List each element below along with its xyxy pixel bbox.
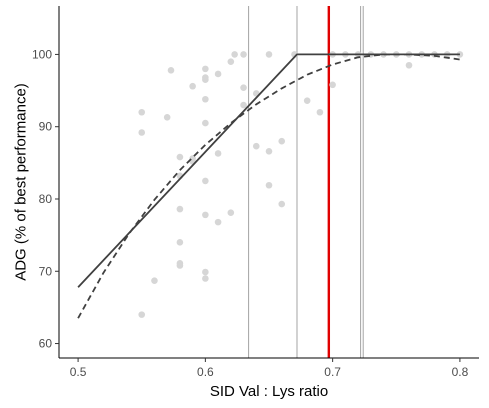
data-point-8 [176, 205, 184, 213]
data-point-22 [202, 268, 209, 276]
data-point-17 [202, 76, 209, 84]
axes [58, 6, 479, 359]
data-point-2 [138, 311, 146, 318]
x-tick-label-2: 0.7 [324, 365, 341, 379]
reference-lines [248, 6, 364, 358]
data-point-35 [265, 51, 273, 58]
data-point-11 [176, 262, 184, 269]
y-tick-label-3: 90 [39, 120, 53, 134]
y-tick-label-0: 60 [39, 337, 53, 351]
data-point-19 [202, 119, 209, 127]
data-point-4 [163, 114, 171, 121]
y-tick-label-1: 70 [39, 264, 53, 278]
data-point-32 [240, 101, 247, 109]
data-point-21 [202, 211, 209, 219]
data-point-3 [151, 277, 158, 284]
data-point-6 [176, 153, 184, 161]
fit-lines [77, 53, 461, 319]
y-axis-title: ADG (% of best performance) [12, 83, 29, 281]
data-point-24 [214, 70, 222, 78]
solid-fit-line [77, 53, 460, 288]
data-point-29 [231, 51, 238, 58]
y-axis-ticks: 60 70 80 90 100 [32, 47, 59, 351]
x-tick-label-1: 0.6 [197, 365, 214, 379]
x-tick-label-3: 0.8 [452, 365, 469, 379]
dashed-fit-line [77, 53, 461, 319]
data-point-1 [138, 129, 146, 136]
data-point-15 [202, 65, 209, 73]
y-tick-label-4: 100 [32, 47, 52, 61]
data-point-9 [176, 239, 184, 246]
data-point-55 [456, 51, 464, 58]
x-tick-label-0: 0.5 [70, 365, 87, 379]
data-point-27 [227, 58, 235, 65]
data-point-18 [202, 95, 209, 103]
data-point-39 [278, 200, 286, 208]
data-point-36 [265, 147, 273, 155]
data-point-41 [303, 97, 311, 104]
data-point-5 [167, 67, 175, 74]
data-point-37 [265, 181, 273, 189]
data-point-44 [329, 81, 336, 89]
x-axis-title: SID Val : Lys ratio [210, 383, 328, 400]
y-tick-label-2: 80 [39, 192, 53, 206]
data-point-31 [240, 84, 247, 91]
data-point-42 [316, 108, 324, 116]
data-point-26 [214, 218, 222, 226]
data-point-12 [189, 82, 196, 90]
data-point-30 [240, 51, 247, 58]
data-point-20 [202, 177, 209, 185]
data-point-25 [214, 150, 222, 157]
data-point-38 [278, 137, 286, 145]
data-point-34 [252, 142, 260, 150]
data-points [138, 51, 464, 318]
data-point-0 [138, 108, 146, 116]
x-axis-ticks: 0.5 0.6 0.7 0.8 [70, 358, 469, 379]
data-point-51 [405, 61, 413, 69]
data-point-28 [227, 209, 235, 217]
data-point-23 [202, 275, 209, 282]
